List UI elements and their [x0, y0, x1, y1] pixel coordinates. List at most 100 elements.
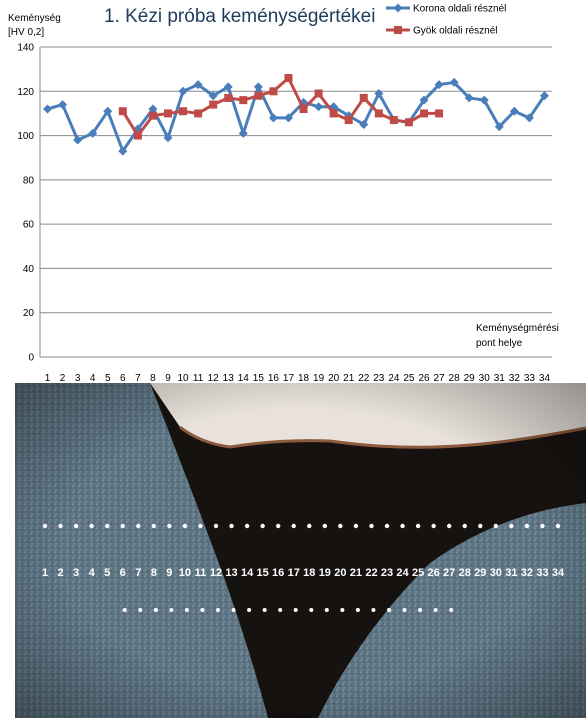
data-point: [404, 118, 413, 127]
point-label: 7: [135, 567, 141, 579]
indent-dot-upper: [104, 523, 110, 529]
y-axis-label-line-2: [HV 0,2]: [8, 27, 44, 38]
indent-dot-lower: [216, 608, 220, 612]
indent-dot-lower: [278, 608, 283, 612]
indent-dot-lower: [169, 608, 174, 612]
point-label: 16: [272, 567, 284, 579]
data-point: [239, 96, 248, 105]
indent-dot-upper: [89, 523, 94, 529]
point-label: 26: [428, 567, 440, 579]
indent-dot-upper: [369, 523, 374, 529]
data-point: [118, 146, 128, 156]
indent-dot-upper: [446, 523, 452, 529]
indent-dot-upper: [198, 523, 203, 529]
x-tick-label: 28: [449, 373, 461, 383]
data-point: [509, 106, 519, 116]
indent-dot-lower: [449, 608, 454, 612]
point-label: 24: [396, 567, 409, 579]
data-point: [164, 109, 172, 118]
x-tick-label: 22: [358, 373, 370, 383]
data-point: [435, 109, 444, 118]
x-axis-label-line-1: Keménységmérési: [476, 323, 559, 334]
data-point: [524, 113, 534, 123]
indent-dot-upper: [509, 523, 514, 529]
x-tick-label: 16: [268, 373, 280, 383]
data-point: [393, 3, 403, 13]
point-label: 18: [303, 567, 315, 579]
data-point: [539, 91, 549, 101]
data-point: [43, 104, 53, 114]
data-point: [148, 111, 157, 120]
point-label: 29: [474, 567, 486, 579]
data-point: [314, 102, 324, 112]
weld-cross-section-photo: 1 2 3 4 5 6 7 8 9 10 11 12 13 14 15 16 17 18 19 20 21 22 23 24 2…: [0, 383, 586, 718]
indent-dot-lower: [247, 608, 252, 612]
point-label: 1: [42, 567, 48, 579]
indent-dot-upper: [275, 523, 281, 529]
indent-dot-upper: [167, 523, 172, 529]
point-label: 9: [166, 567, 172, 579]
legend-entry-1: Korona oldali résznél: [413, 4, 506, 15]
legend-entry-2: Gyök oldali résznél: [413, 26, 497, 37]
indent-dot-lower: [138, 608, 143, 612]
point-label: 8: [151, 567, 157, 579]
indent-dot-upper: [42, 523, 48, 529]
indent-dot-upper: [58, 523, 63, 529]
point-label: 19: [319, 567, 331, 579]
y-tick-label: 0: [28, 353, 34, 364]
data-point: [420, 109, 428, 118]
x-tick-label: 18: [298, 373, 310, 383]
point-label: 3: [73, 567, 79, 579]
data-point: [238, 128, 248, 138]
indent-dot-upper: [400, 523, 405, 529]
data-point: [464, 93, 474, 103]
x-tick-label: 15: [253, 373, 265, 383]
point-label: 23: [381, 567, 393, 579]
point-label: 2: [57, 567, 63, 579]
point-label: 14: [241, 567, 254, 579]
x-tick-label: 29: [464, 373, 476, 383]
series-1: [43, 77, 549, 156]
x-tick-label: 12: [208, 373, 220, 383]
data-point: [194, 109, 203, 118]
data-point: [374, 109, 383, 118]
x-tick-label: 20: [328, 373, 340, 383]
data-point: [103, 106, 113, 116]
point-label: 31: [505, 567, 517, 579]
point-label: 6: [120, 567, 126, 579]
data-point: [314, 89, 323, 98]
indent-dot-lower: [355, 608, 360, 612]
data-point: [133, 131, 142, 140]
point-label: 22: [365, 567, 377, 579]
indent-dot-upper: [524, 523, 530, 529]
data-point: [494, 122, 504, 132]
data-point: [479, 95, 489, 105]
indent-dot-lower: [371, 608, 376, 612]
indent-dot-upper: [307, 523, 312, 529]
indent-dot-upper: [213, 523, 219, 529]
data-point: [449, 77, 459, 87]
x-tick-label: 33: [524, 373, 536, 383]
chart-legend: Korona oldali résznél Gyök oldali résznél: [386, 3, 506, 37]
point-label: 4: [89, 567, 96, 579]
x-tick-label: 31: [494, 373, 506, 383]
indent-dot-upper: [493, 523, 499, 529]
indent-dot-lower: [418, 608, 423, 612]
x-tick-label: 6: [120, 373, 126, 383]
indent-dot-upper: [462, 523, 467, 529]
x-tick-label: 17: [283, 373, 295, 383]
x-tick-label: 25: [403, 373, 415, 383]
indent-dot-upper: [244, 523, 250, 529]
photo-left-margin: [0, 383, 15, 718]
x-tick-label: 7: [135, 373, 141, 383]
x-tick-label: 4: [90, 373, 96, 383]
indent-dot-lower: [340, 608, 345, 612]
x-tick-label: 32: [509, 373, 521, 383]
indent-dot-upper: [431, 523, 436, 529]
data-point: [224, 93, 233, 102]
indent-dot-lower: [387, 608, 391, 612]
y-tick-label: 40: [23, 264, 35, 275]
y-tick-label: 20: [23, 308, 35, 319]
indent-dot-upper: [415, 523, 421, 529]
point-label: 30: [490, 567, 502, 579]
